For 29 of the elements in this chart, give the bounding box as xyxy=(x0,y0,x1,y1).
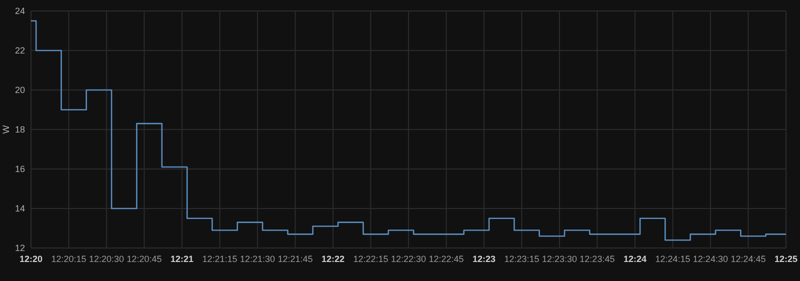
x-tick-label: 12:23:15 xyxy=(504,254,540,264)
x-tick-label: 12:21:15 xyxy=(202,254,238,264)
x-tick-label: 12:22:45 xyxy=(428,254,464,264)
x-tick-label: 12:23 xyxy=(472,254,496,264)
x-tick-label: 12:24:15 xyxy=(655,254,690,264)
x-tick-label: 12:22:15 xyxy=(353,254,388,264)
y-tick-label: 14 xyxy=(14,204,25,214)
y-tick-label: 22 xyxy=(14,46,25,56)
x-tick-label: 12:20:15 xyxy=(51,254,86,264)
y-tick-label: 18 xyxy=(14,124,25,135)
x-tick-label: 12:22:30 xyxy=(390,254,426,264)
y-tick-label: 16 xyxy=(14,164,25,174)
y-tick-label: 24 xyxy=(14,6,25,16)
x-tick-label: 12:23:30 xyxy=(542,254,578,264)
y-tick-label: 20 xyxy=(14,85,25,96)
x-tick-label: 12:24:45 xyxy=(730,254,766,264)
x-tick-label: 12:21 xyxy=(170,254,194,264)
x-tick-label: 12:23:45 xyxy=(580,254,615,264)
x-tick-label: 12:24 xyxy=(623,254,646,264)
y-tick-label: 12 xyxy=(14,243,25,254)
x-tick-label: 12:20:30 xyxy=(89,254,124,264)
x-tick-label: 12:22 xyxy=(322,254,345,264)
x-tick-label: 12:21:45 xyxy=(278,254,313,264)
x-tick-label: 12:20:45 xyxy=(126,254,162,264)
x-tick-label: 12:24:30 xyxy=(692,254,728,264)
x-tick-label: 12:20 xyxy=(19,254,43,264)
y-axis-title: W xyxy=(1,124,11,134)
x-tick-label: 12:21:30 xyxy=(240,254,276,264)
x-tick-label: 12:25 xyxy=(774,254,798,264)
